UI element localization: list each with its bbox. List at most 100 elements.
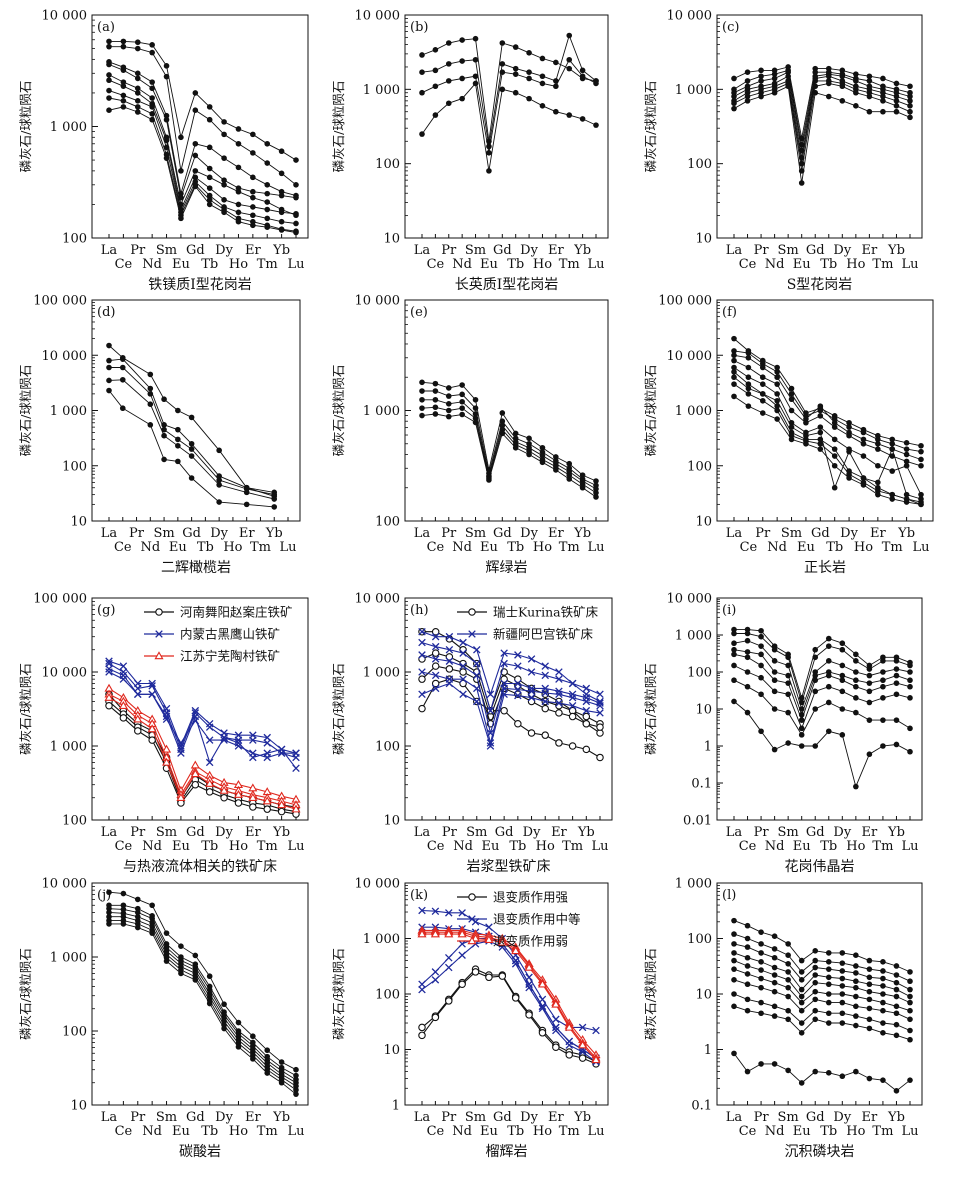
data-point (192, 183, 199, 190)
data-point (774, 369, 780, 375)
data-point (499, 422, 506, 429)
data-point (206, 165, 213, 172)
data-point (120, 890, 127, 897)
x-tick-label: Dy (833, 1110, 851, 1125)
data-point (264, 199, 271, 205)
panel-label: (l) (722, 888, 736, 903)
data-point (771, 677, 778, 684)
data-point (106, 87, 112, 94)
data-point (759, 397, 766, 404)
data-point (459, 662, 467, 670)
x-tick-label: Lu (587, 540, 604, 555)
data-point (758, 633, 764, 640)
data-point (880, 1020, 886, 1026)
data-point (771, 658, 778, 664)
data-point (758, 959, 764, 965)
y-tick-label: 1 000 (675, 83, 712, 98)
data-point (512, 444, 519, 451)
series-line (422, 929, 597, 1056)
data-point (220, 793, 228, 802)
y-axis-label: 磷灰石/球粒陨石 (18, 948, 33, 1040)
data-point (825, 950, 832, 956)
x-tick-label: Tb (197, 540, 214, 555)
x-tick-label: Eu (793, 1124, 811, 1139)
data-point (134, 45, 141, 52)
x-tick-label: Pr (441, 1110, 457, 1125)
data-point (907, 108, 913, 115)
y-tick-label: 10 (695, 988, 712, 1003)
x-axis-caption: 辉绿岩 (486, 560, 528, 576)
x-tick-label: Eu (480, 257, 498, 272)
data-point (459, 675, 467, 683)
data-point (785, 691, 791, 698)
data-point (853, 71, 859, 77)
data-point (907, 669, 913, 675)
data-point (579, 73, 586, 80)
data-point (134, 104, 141, 110)
data-point (566, 65, 573, 72)
data-point (134, 896, 141, 903)
data-point (418, 690, 426, 699)
data-point (277, 749, 286, 757)
data-point (541, 704, 549, 713)
x-tick-label: Tb (507, 540, 524, 555)
data-point (889, 436, 896, 443)
y-axis-label: 磷灰石/球粒陨石 (18, 663, 33, 755)
data-point (278, 1079, 285, 1086)
data-point (188, 440, 195, 447)
x-tick-label: Tb (507, 257, 524, 272)
data-point (418, 668, 426, 676)
data-point (774, 416, 780, 422)
data-point (745, 381, 752, 387)
data-point (578, 1040, 588, 1049)
data-point (235, 1019, 242, 1026)
data-point (758, 941, 764, 947)
data-point (798, 160, 805, 167)
panel-label: (d) (97, 305, 115, 320)
data-point (431, 1013, 440, 1022)
data-point (106, 95, 112, 101)
x-tick-label: Gd (493, 1110, 512, 1125)
data-point (731, 369, 737, 375)
chart-panel: 100 1 000 10 000 100 000 LaCePrNdSmEuGdTbDyH… (18, 592, 309, 875)
data-point (893, 1088, 900, 1094)
data-point (817, 440, 824, 447)
legend-label: 河南舞阳赵案庄铁矿 (180, 605, 293, 620)
data-point (445, 413, 452, 420)
x-tick-label: Sm (778, 1110, 799, 1125)
series-line (421, 58, 597, 153)
data-point (250, 194, 256, 201)
data-point (744, 637, 751, 644)
x-tick-label: Sm (156, 1110, 177, 1125)
data-point (785, 654, 791, 661)
data-point (907, 986, 913, 993)
x-tick-label: La (726, 825, 743, 840)
data-point (744, 981, 751, 988)
panel-label: (i) (722, 603, 736, 618)
data-point (853, 1003, 859, 1010)
data-point (903, 458, 910, 465)
x-tick-label: Gd (493, 526, 512, 541)
data-point (907, 999, 913, 1006)
data-point (163, 116, 170, 123)
data-point (149, 110, 155, 117)
panel-label: (f) (722, 305, 737, 320)
data-point (472, 415, 479, 422)
data-point (431, 684, 440, 693)
x-tick-label: Ce (115, 839, 133, 854)
data-point (106, 107, 112, 114)
y-tick-label: 10 000 (42, 666, 88, 681)
data-point (514, 719, 522, 728)
data-point (120, 921, 127, 927)
data-point (568, 712, 577, 721)
data-point (445, 400, 452, 407)
legend-marker (155, 630, 163, 638)
legend-marker (468, 915, 476, 923)
x-tick-label: Ho (533, 257, 552, 272)
x-tick-label: Tm (562, 839, 583, 854)
data-point (277, 807, 286, 816)
data-point (486, 742, 495, 750)
data-point (759, 381, 766, 387)
y-tick-label: 1 000 (363, 404, 400, 419)
data-point (206, 1000, 213, 1007)
